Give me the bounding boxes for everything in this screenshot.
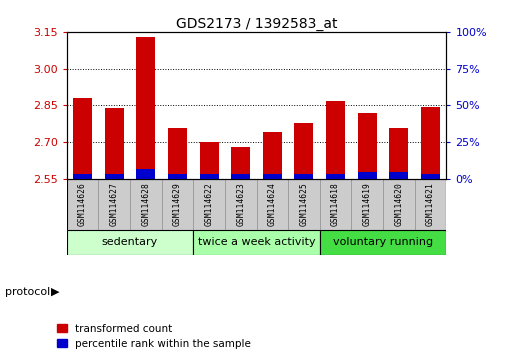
Bar: [200, 174, 219, 179]
Text: ▶: ▶: [51, 287, 60, 297]
Bar: [288, 179, 320, 230]
Text: GSM114626: GSM114626: [78, 182, 87, 226]
Bar: [326, 174, 345, 179]
Text: GSM114622: GSM114622: [205, 182, 213, 226]
Bar: [231, 147, 250, 179]
Bar: [358, 113, 377, 179]
Bar: [130, 179, 162, 230]
Bar: [421, 107, 440, 179]
Bar: [389, 172, 408, 179]
Text: voluntary running: voluntary running: [333, 237, 433, 247]
Bar: [320, 179, 351, 230]
Text: GSM114624: GSM114624: [268, 182, 277, 226]
Bar: [67, 230, 193, 255]
Title: GDS2173 / 1392583_at: GDS2173 / 1392583_at: [176, 17, 337, 31]
Bar: [193, 230, 320, 255]
Bar: [162, 179, 193, 230]
Bar: [136, 37, 155, 179]
Bar: [351, 179, 383, 230]
Text: GSM114620: GSM114620: [394, 182, 403, 226]
Text: GSM114618: GSM114618: [331, 182, 340, 226]
Bar: [383, 179, 415, 230]
Bar: [294, 122, 313, 179]
Bar: [320, 230, 446, 255]
Bar: [294, 174, 313, 179]
Text: GSM114627: GSM114627: [110, 182, 119, 226]
Bar: [358, 172, 377, 179]
Bar: [98, 179, 130, 230]
Bar: [73, 174, 92, 179]
Bar: [421, 174, 440, 179]
Bar: [67, 179, 98, 230]
Text: GSM114621: GSM114621: [426, 182, 435, 226]
Bar: [136, 169, 155, 179]
Bar: [105, 174, 124, 179]
Text: GSM114619: GSM114619: [363, 182, 372, 226]
Bar: [263, 132, 282, 179]
Bar: [263, 174, 282, 179]
Bar: [105, 108, 124, 179]
Text: GSM114625: GSM114625: [300, 182, 308, 226]
Bar: [415, 179, 446, 230]
Legend: transformed count, percentile rank within the sample: transformed count, percentile rank withi…: [56, 324, 251, 349]
Bar: [389, 127, 408, 179]
Text: GSM114628: GSM114628: [141, 182, 150, 226]
Text: sedentary: sedentary: [102, 237, 158, 247]
Text: GSM114629: GSM114629: [173, 182, 182, 226]
Bar: [200, 142, 219, 179]
Text: protocol: protocol: [5, 287, 50, 297]
Bar: [326, 101, 345, 179]
Bar: [73, 98, 92, 179]
Bar: [168, 174, 187, 179]
Text: GSM114623: GSM114623: [236, 182, 245, 226]
Bar: [193, 179, 225, 230]
Text: twice a week activity: twice a week activity: [198, 237, 315, 247]
Bar: [168, 127, 187, 179]
Bar: [231, 174, 250, 179]
Bar: [256, 179, 288, 230]
Bar: [225, 179, 256, 230]
